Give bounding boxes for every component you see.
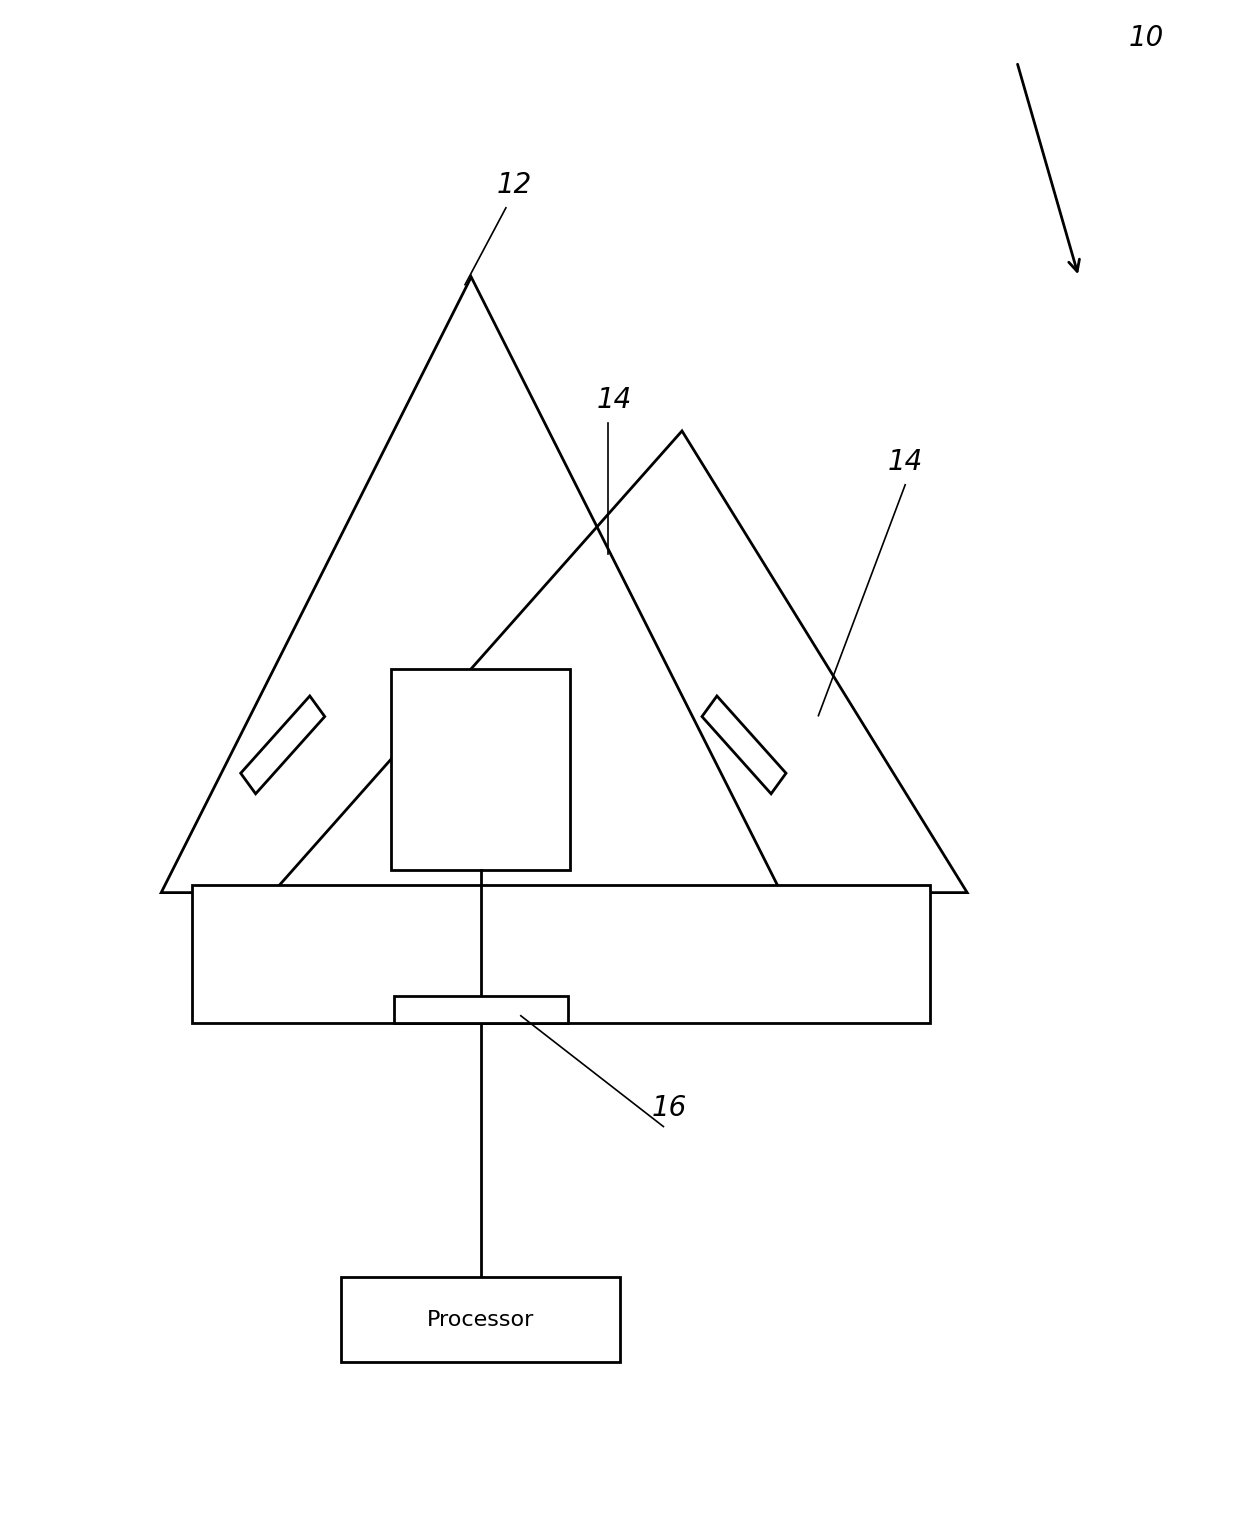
Text: 10: 10	[1128, 25, 1163, 52]
Text: 16: 16	[652, 1094, 687, 1122]
Text: 14: 14	[596, 386, 631, 414]
Bar	[192, 885, 930, 1023]
Text: 12: 12	[497, 171, 532, 199]
Text: Processor: Processor	[427, 1310, 534, 1330]
Bar	[341, 1277, 620, 1362]
Bar	[391, 669, 570, 870]
Text: 14: 14	[888, 448, 923, 476]
Polygon shape	[241, 696, 325, 794]
Bar	[394, 996, 568, 1023]
Polygon shape	[702, 696, 786, 794]
